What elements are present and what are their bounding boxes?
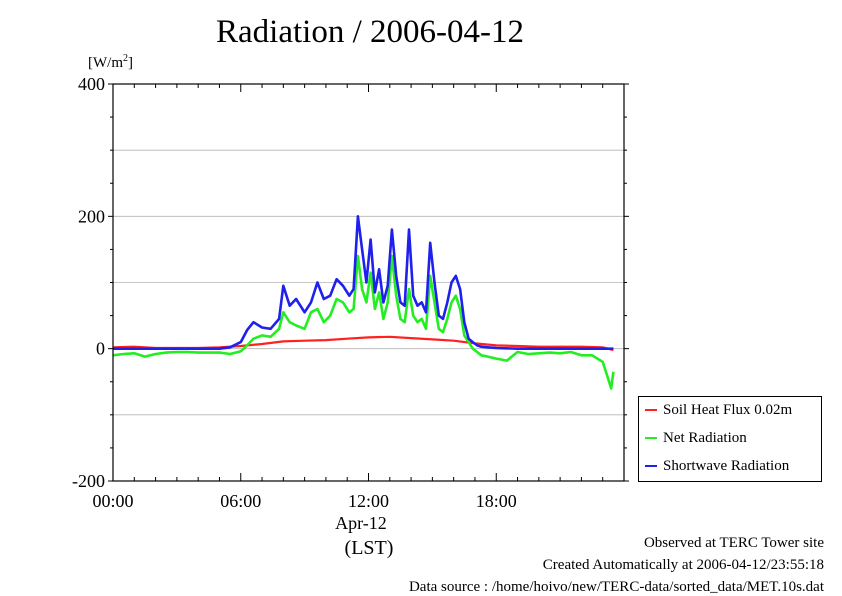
y-unit-base: [W/m: [88, 55, 123, 71]
footer-created-time: Created Automatically at 2006-04-12/23:5…: [542, 557, 824, 573]
chart-title: Radiation / 2006-04-12: [216, 14, 524, 50]
y-tick-label: 400: [78, 74, 105, 94]
series-line-shortwave-radiation: [113, 215, 614, 351]
legend-swatch-net-radiation: [645, 436, 657, 439]
y-tick-label: 200: [78, 206, 105, 226]
footer-observed-site: Observed at TERC Tower site: [643, 535, 824, 551]
chart-legend: Soil Heat Flux 0.02m Net Radiation Short…: [638, 396, 822, 482]
legend-label-shortwave-radiation: Shortwave Radiation: [663, 458, 790, 474]
x-tick-label: 18:00: [476, 491, 517, 511]
y-tick-label: 0: [96, 339, 105, 359]
legend-item-shortwave-radiation: Shortwave Radiation: [645, 458, 789, 475]
x-tick-label: 06:00: [220, 491, 261, 511]
legend-label-soil-heat-flux: Soil Heat Flux 0.02m: [663, 402, 793, 418]
legend-item-net-radiation: Net Radiation: [645, 430, 747, 447]
x-tick-label: 12:00: [348, 491, 389, 511]
y-unit-sup: 2: [123, 53, 128, 64]
series-line-net-radiation: [112, 254, 615, 390]
legend-swatch-shortwave-radiation: [645, 464, 657, 467]
series-layer: [112, 215, 615, 390]
legend-label-net-radiation: Net Radiation: [663, 430, 747, 446]
x-tick-label: 00:00: [92, 491, 133, 511]
x-axis-date-label: Apr-12: [335, 513, 387, 533]
y-unit-close: ]: [128, 55, 133, 71]
legend-item-soil-heat-flux: Soil Heat Flux 0.02m: [645, 402, 792, 419]
footer-data-source: Data source : /home/hoivo/new/TERC-data/…: [408, 579, 824, 595]
x-axis-timezone-label: (LST): [344, 537, 394, 559]
legend-swatch-soil-heat-flux: [645, 408, 657, 411]
axis-ticks: [108, 83, 629, 482]
y-tick-label: -200: [72, 471, 105, 491]
y-axis-unit-label: [W/m2]: [88, 53, 133, 72]
axis-tick-labels: 00:00 06:00 12:00 18:00 -200 0 200 400: [72, 74, 517, 511]
